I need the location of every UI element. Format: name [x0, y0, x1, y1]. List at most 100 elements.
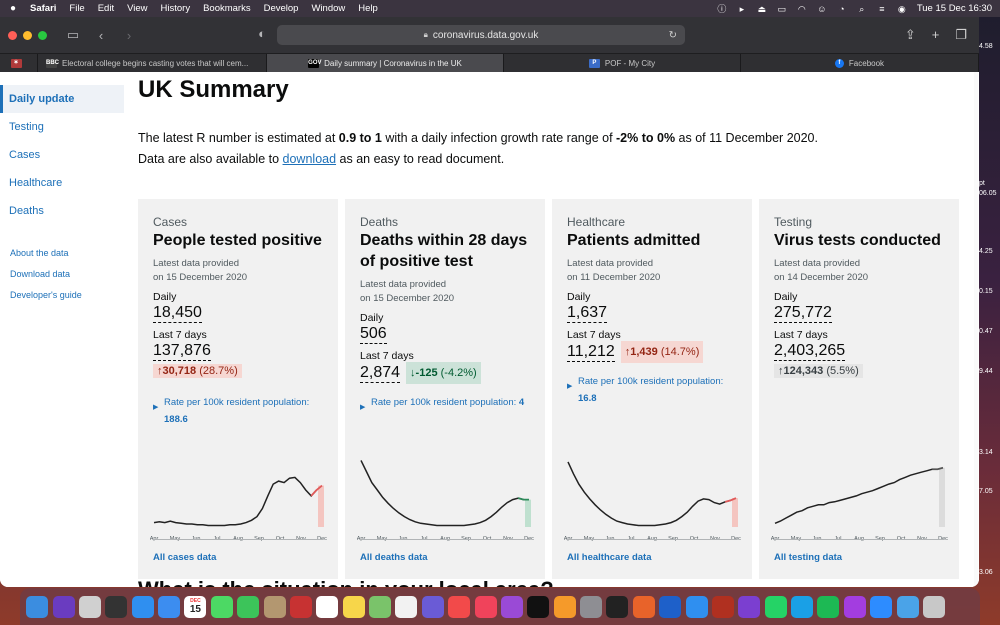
- download-link[interactable]: download: [282, 152, 337, 166]
- finder-icon[interactable]: [26, 595, 49, 618]
- deaths-chart[interactable]: AprMayJunJulAugSepOctNovDec: [357, 449, 535, 549]
- calendar-icon[interactable]: DEC 15: [184, 595, 207, 618]
- address-bar[interactable]: 🔒︎ coronavirus.data.gov.uk ↻: [277, 25, 685, 45]
- trash-icon[interactable]: [922, 595, 945, 618]
- page-scrollbar[interactable]: [974, 72, 978, 587]
- zoom-window-button[interactable]: [38, 30, 47, 40]
- menu-view[interactable]: View: [127, 3, 148, 14]
- nav-healthcare[interactable]: Healthcare: [9, 177, 63, 189]
- play-icon[interactable]: ▸: [739, 3, 745, 14]
- back-icon[interactable]: ‹: [98, 27, 104, 43]
- all-deaths-link[interactable]: All deaths data: [360, 552, 428, 563]
- daily-value[interactable]: 1,637: [567, 304, 608, 323]
- menu-help[interactable]: Help: [358, 3, 378, 14]
- search-icon[interactable]: ⌕: [859, 3, 865, 14]
- rate-details[interactable]: ▶ Rate per 100k resident population: 4: [360, 394, 530, 411]
- apple-icon[interactable]: ●: [9, 3, 17, 14]
- siri-icon[interactable]: ◉: [897, 3, 906, 14]
- cases-chart[interactable]: AprMayJunJulAugSepOctNovDec: [150, 449, 328, 549]
- 1password-icon[interactable]: [659, 595, 682, 618]
- tv-icon[interactable]: [527, 595, 550, 618]
- whatsapp-icon[interactable]: [764, 595, 787, 618]
- info-icon[interactable]: ⓘ: [717, 3, 727, 14]
- rate-details[interactable]: ▶ Rate per 100k resident population: 188.…: [153, 394, 323, 428]
- nav-about-the-data[interactable]: About the data: [10, 248, 69, 258]
- launchpad-icon[interactable]: [78, 595, 101, 618]
- week-value[interactable]: 11,212: [567, 343, 615, 363]
- share-icon[interactable]: ⇪: [904, 27, 916, 42]
- close-window-button[interactable]: [8, 30, 17, 40]
- menu-develop[interactable]: Develop: [263, 3, 299, 14]
- week-value[interactable]: 137,876: [153, 342, 211, 361]
- firefox-icon[interactable]: [632, 595, 655, 618]
- books-icon[interactable]: [553, 595, 576, 618]
- card-heading[interactable]: People tested positive: [153, 232, 322, 249]
- star-app-icon[interactable]: [421, 595, 444, 618]
- menu-bookmarks[interactable]: Bookmarks: [203, 3, 251, 14]
- contacts-icon[interactable]: [263, 595, 286, 618]
- photo-booth-icon[interactable]: [289, 595, 312, 618]
- all-testing-link[interactable]: All testing data: [774, 552, 843, 563]
- wifi-icon[interactable]: ◠: [797, 3, 806, 14]
- mission-control-icon[interactable]: [105, 595, 128, 618]
- week-value[interactable]: 2,403,265: [774, 342, 846, 361]
- notes-icon[interactable]: [342, 595, 365, 618]
- idea-app-icon[interactable]: [738, 595, 761, 618]
- pinned-tab[interactable]: ✶: [0, 54, 38, 73]
- forward-icon[interactable]: ›: [126, 27, 132, 43]
- daily-value[interactable]: 275,772: [774, 304, 832, 323]
- menu-edit[interactable]: Edit: [97, 3, 115, 14]
- change-badge[interactable]: ↓-125 (-4.2%): [406, 362, 481, 384]
- card-heading[interactable]: Deaths within 28 days of positive test: [360, 232, 528, 270]
- change-badge[interactable]: ↑124,343 (5.5%): [774, 363, 863, 378]
- healthcare-chart[interactable]: AprMayJunJulAugSepOctNovDec: [564, 449, 742, 549]
- all-cases-link[interactable]: All cases data: [153, 552, 217, 563]
- tab-facebook[interactable]: f Facebook: [741, 54, 979, 73]
- safari-icon[interactable]: [685, 595, 708, 618]
- testing-chart[interactable]: AprMayJunJulAugSepOctNovDec: [771, 449, 949, 549]
- nav-cases[interactable]: Cases: [9, 149, 41, 161]
- nav-daily-update[interactable]: Daily update: [0, 85, 124, 113]
- nav-testing[interactable]: Testing: [9, 121, 44, 133]
- week-value[interactable]: 2,874: [360, 364, 401, 384]
- skype-icon[interactable]: [791, 595, 814, 618]
- card-heading[interactable]: Virus tests conducted: [774, 232, 941, 249]
- minimize-window-button[interactable]: [23, 30, 32, 40]
- mail-icon[interactable]: [158, 595, 181, 618]
- tab-coronavirus[interactable]: GOV Daily summary | Coronavirus in the U…: [267, 54, 504, 73]
- user-icon[interactable]: ☺: [817, 3, 827, 14]
- system-preferences-icon[interactable]: [580, 595, 603, 618]
- spotify-icon[interactable]: [817, 595, 840, 618]
- zoom-icon[interactable]: [870, 595, 893, 618]
- time-machine-icon[interactable]: ◔: [839, 3, 845, 14]
- facetime-icon[interactable]: [237, 595, 260, 618]
- menu-safari[interactable]: Safari: [30, 3, 57, 14]
- news-icon[interactable]: [448, 595, 471, 618]
- change-badge[interactable]: ↑1,439 (14.7%): [620, 341, 704, 363]
- messenger-icon[interactable]: [843, 595, 866, 618]
- photos-icon[interactable]: [395, 595, 418, 618]
- sidebar-toggle-icon[interactable]: ▭: [66, 27, 80, 42]
- podcasts-icon[interactable]: [500, 595, 523, 618]
- reminders-icon[interactable]: [316, 595, 339, 618]
- menu-window[interactable]: Window: [311, 3, 346, 14]
- activity-monitor-icon[interactable]: [606, 595, 629, 618]
- maps-icon[interactable]: [369, 595, 392, 618]
- privacy-shield-icon[interactable]: ◐: [258, 26, 266, 41]
- downloads-folder-icon[interactable]: [896, 595, 919, 618]
- messages-icon[interactable]: [210, 595, 233, 618]
- control-center-icon[interactable]: ≡: [879, 3, 885, 14]
- eject-icon[interactable]: ⏏: [757, 3, 767, 14]
- tab-pof[interactable]: P POF - My City: [504, 54, 741, 73]
- rate-details[interactable]: ▶ Rate per 100k resident population: 16.8: [567, 373, 737, 407]
- menu-datetime[interactable]: Tue 15 Dec 16:30: [916, 3, 992, 14]
- game-app-icon[interactable]: [711, 595, 734, 618]
- menu-history[interactable]: History: [160, 3, 191, 14]
- new-tab-icon[interactable]: +: [931, 27, 940, 42]
- daily-value[interactable]: 18,450: [153, 304, 202, 323]
- app-store-icon[interactable]: [131, 595, 154, 618]
- all-healthcare-link[interactable]: All healthcare data: [567, 552, 652, 563]
- nav-deaths[interactable]: Deaths: [9, 205, 44, 217]
- tab-bbc[interactable]: BBC Electoral college begins casting vot…: [38, 54, 267, 73]
- tab-overview-icon[interactable]: ❐: [955, 27, 967, 42]
